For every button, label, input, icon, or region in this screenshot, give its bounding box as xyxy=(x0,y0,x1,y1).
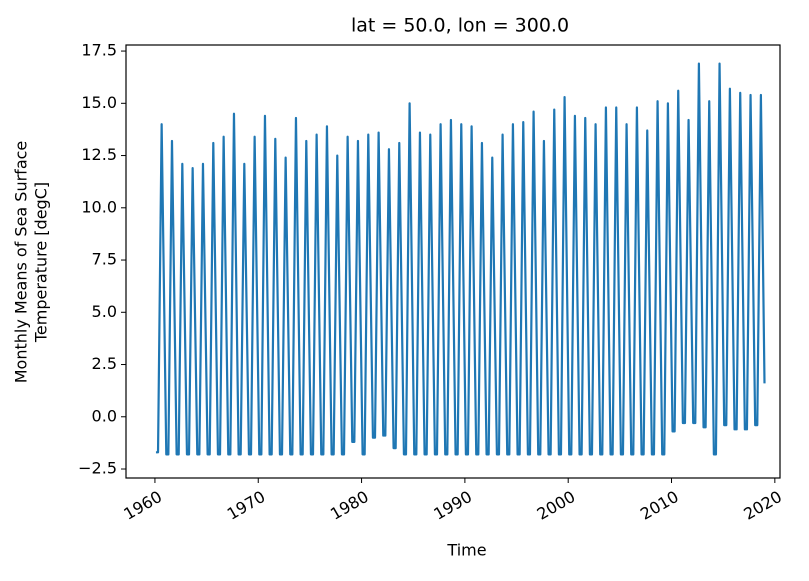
plot-frame xyxy=(125,44,781,479)
x-tick-label: 1970 xyxy=(224,487,269,524)
x-tick-label: 2000 xyxy=(534,487,579,524)
x-tick-label: 2010 xyxy=(637,487,682,524)
y-tick-label: 15.0 xyxy=(81,93,117,112)
line xyxy=(155,62,766,456)
x-tick-label: 1990 xyxy=(430,487,475,524)
y-axis-label: Monthly Means of Sea Surface xyxy=(12,141,31,384)
y-tick-label: −2.5 xyxy=(78,459,117,478)
y-tick-label: 5.0 xyxy=(92,302,117,321)
y-tick-label: 12.5 xyxy=(81,145,117,164)
x-tick-label: 2020 xyxy=(740,487,785,524)
y-tick-label: 0.0 xyxy=(92,406,117,425)
chart-title: lat = 50.0, lon = 300.0 xyxy=(351,15,569,37)
y-tick-label: 2.5 xyxy=(92,354,117,373)
x-tick-label: 1960 xyxy=(120,487,165,524)
x-tick-label: 1980 xyxy=(327,487,372,524)
y-axis-label: Temperature [degC] xyxy=(32,182,51,343)
y-tick-label: 7.5 xyxy=(92,250,117,269)
y-tick-label: 17.5 xyxy=(81,41,117,60)
x-axis-label: Time xyxy=(446,541,486,560)
y-tick-label: 10.0 xyxy=(81,197,117,216)
